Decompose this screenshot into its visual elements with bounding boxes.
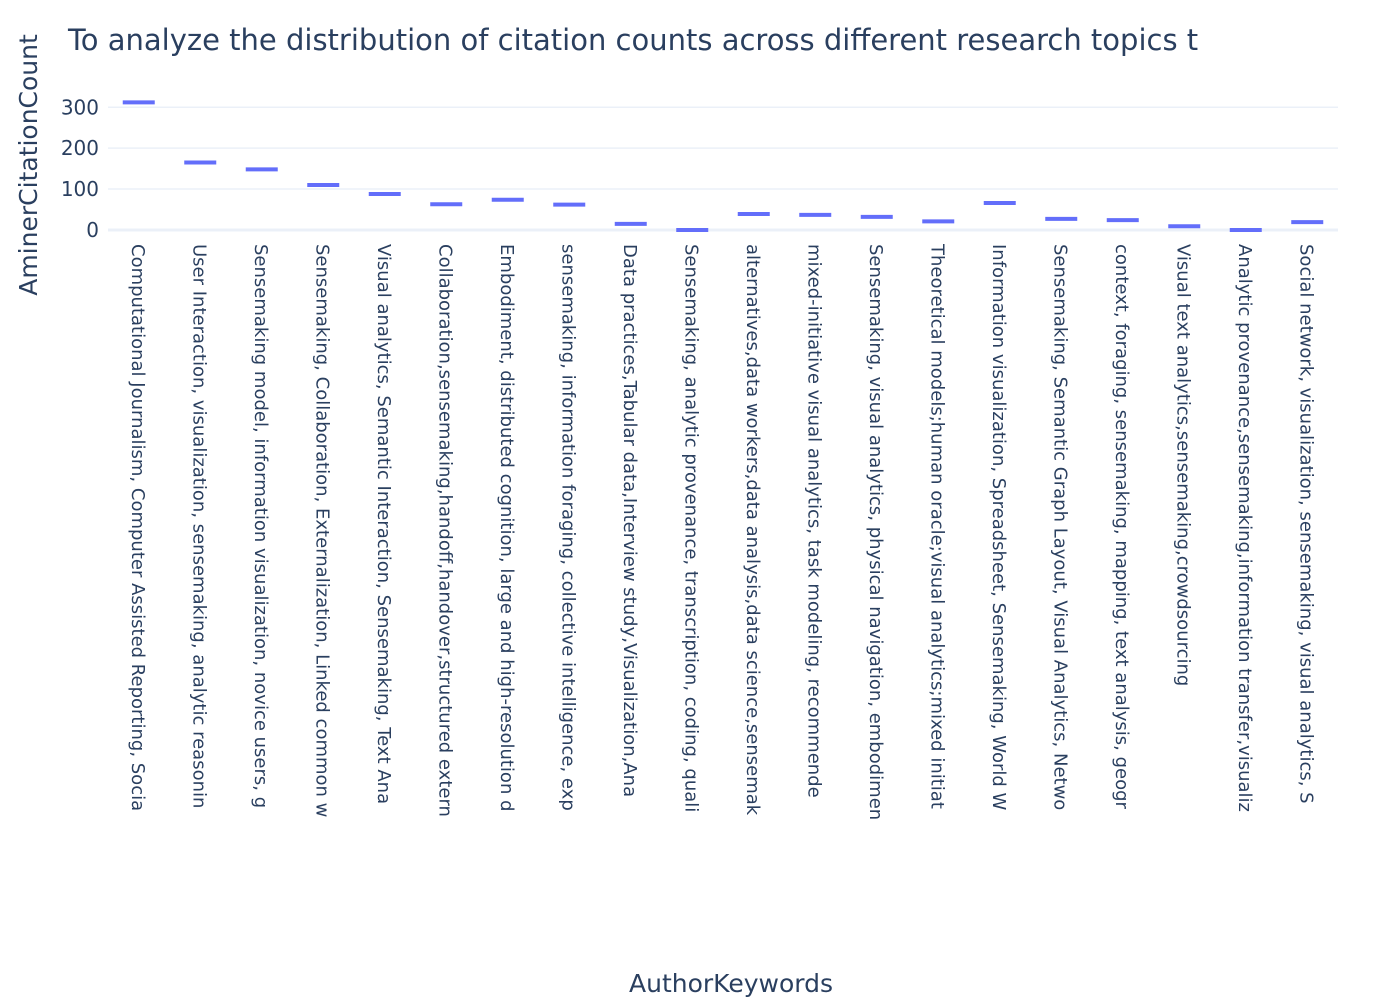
x-tick-label: Analytic provenance,sensemaking,informat… — [1234, 244, 1255, 812]
x-tick-label: context, foraging, sensemaking, mapping,… — [1111, 244, 1132, 810]
x-axis-ticks: Computational Journalism, Computer Assis… — [127, 243, 1317, 820]
y-tick-label: 0 — [86, 218, 99, 242]
chart-title: To analyze the distribution of citation … — [67, 23, 1198, 57]
y-axis-ticks: 0 100 200 300 — [61, 95, 99, 242]
x-tick-label: Data practices,Tabular data,Interview st… — [619, 244, 640, 797]
x-tick-label: User Interaction, visualization, sensema… — [188, 244, 209, 808]
x-tick-label: Social network, visualization, sensemaki… — [1295, 244, 1316, 804]
gridlines — [108, 106, 1338, 232]
x-tick-label: Computational Journalism, Computer Assis… — [127, 244, 148, 811]
x-axis-title: AuthorKeywords — [629, 969, 833, 998]
y-tick-label: 100 — [61, 177, 99, 201]
x-tick-label: mixed-initiative visual analytics, task … — [803, 244, 824, 798]
x-tick-label: Sensemaking, Semantic Graph Layout, Visu… — [1049, 244, 1070, 810]
x-tick-label: Theoretical models;human oracle;visual a… — [926, 243, 947, 809]
x-tick-label: Embodiment, distributed cognition, large… — [496, 244, 517, 812]
y-axis-title: AminerCitationCount — [14, 34, 43, 296]
x-tick-label: Sensemaking model, information visualiza… — [250, 244, 271, 808]
x-tick-label: Sensemaking, Collaboration, Externalizat… — [311, 244, 332, 817]
y-tick-label: 200 — [61, 136, 99, 160]
box-marks — [122, 100, 1324, 232]
x-tick-label: Sensemaking, analytic provenance, transc… — [680, 244, 701, 812]
x-tick-label: Information visualization, Spreadsheet, … — [988, 244, 1009, 811]
x-tick-label: alternatives,data workers,data analysis,… — [742, 244, 763, 816]
y-tick-label: 300 — [61, 95, 99, 119]
x-tick-label: Collaboration,sensemaking,handoff,handov… — [434, 244, 455, 817]
x-tick-label: Visual text analytics,sensemaking,crowds… — [1172, 244, 1193, 686]
x-tick-label: Sensemaking, visual analytics, physical … — [865, 244, 886, 820]
x-tick-label: sensemaking, information foraging, colle… — [557, 244, 578, 811]
x-tick-label: Visual analytics, Semantic Interaction, … — [373, 244, 394, 804]
